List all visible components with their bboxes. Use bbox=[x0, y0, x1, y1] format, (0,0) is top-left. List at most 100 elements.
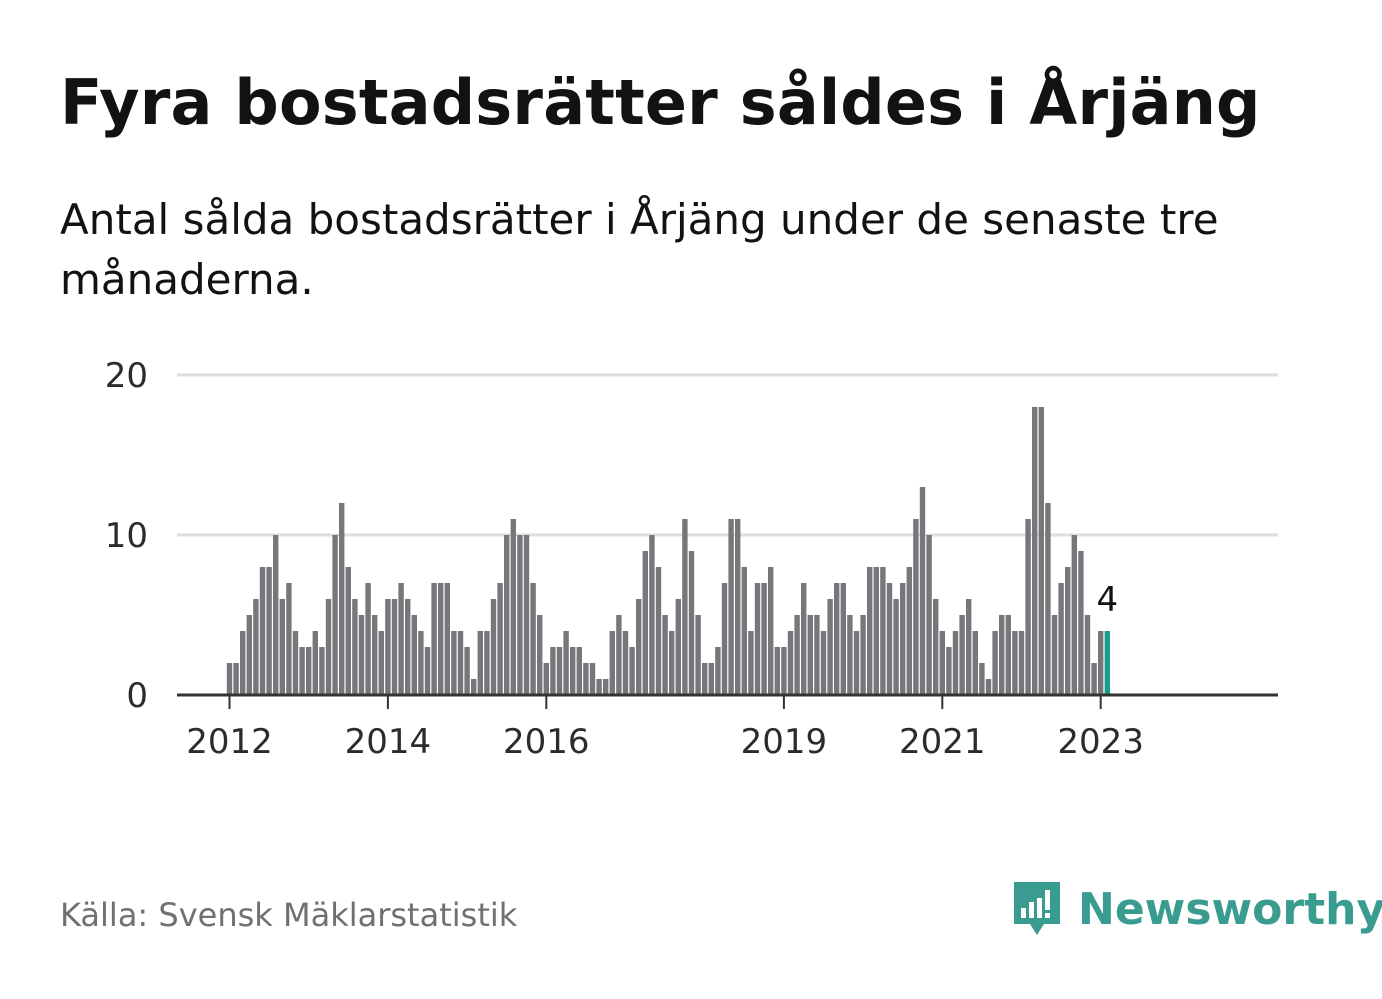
bar bbox=[768, 567, 774, 695]
bar bbox=[1098, 631, 1104, 695]
bar bbox=[622, 631, 629, 695]
bar bbox=[1084, 615, 1091, 695]
bar bbox=[636, 599, 642, 695]
bar bbox=[246, 615, 252, 695]
bar bbox=[1058, 583, 1064, 695]
chart-title: Fyra bostadsrätter såldes i Årjäng bbox=[60, 66, 1261, 139]
bar bbox=[517, 535, 523, 695]
bar bbox=[411, 615, 417, 695]
bar bbox=[345, 567, 351, 695]
bar bbox=[398, 583, 404, 695]
bar bbox=[583, 663, 589, 695]
bar bbox=[365, 583, 371, 695]
bar bbox=[1091, 663, 1097, 695]
highlighted-bar bbox=[1104, 631, 1110, 695]
bar bbox=[504, 535, 510, 695]
bar bbox=[853, 631, 860, 695]
bar bbox=[570, 647, 576, 695]
bar bbox=[880, 567, 886, 695]
bar bbox=[999, 615, 1005, 695]
bar bbox=[781, 647, 787, 695]
bar bbox=[1065, 567, 1071, 695]
bar bbox=[226, 663, 233, 695]
bar bbox=[952, 631, 959, 695]
bar bbox=[543, 663, 549, 695]
bar bbox=[939, 631, 945, 695]
bar bbox=[1018, 631, 1025, 695]
bar bbox=[992, 631, 998, 695]
bar bbox=[563, 631, 569, 695]
bar bbox=[959, 615, 965, 695]
bar bbox=[471, 679, 477, 695]
bar bbox=[735, 519, 741, 695]
bar bbox=[438, 583, 444, 695]
bar bbox=[919, 487, 926, 695]
bar bbox=[451, 631, 457, 695]
bar bbox=[431, 583, 437, 695]
bar bbox=[814, 615, 820, 695]
bar bbox=[405, 599, 411, 695]
bar bbox=[1012, 631, 1018, 695]
bar bbox=[240, 631, 246, 695]
bar bbox=[418, 631, 424, 695]
bar bbox=[933, 599, 939, 695]
bar bbox=[873, 567, 879, 695]
brand-logo: Newsworthy bbox=[1010, 878, 1382, 940]
bar bbox=[391, 599, 398, 695]
bar bbox=[629, 647, 635, 695]
bar bbox=[840, 583, 846, 695]
bar bbox=[708, 663, 714, 695]
bar bbox=[695, 615, 701, 695]
bar bbox=[1051, 615, 1058, 695]
bar bbox=[669, 631, 675, 695]
x-tick-label: 2012 bbox=[186, 722, 273, 762]
x-tick-label: 2016 bbox=[503, 722, 590, 762]
bar bbox=[319, 647, 325, 695]
bar bbox=[675, 599, 681, 695]
bar bbox=[926, 535, 932, 695]
bar bbox=[834, 583, 840, 695]
newsworthy-logo-icon bbox=[1014, 882, 1060, 935]
bar bbox=[761, 583, 767, 695]
bar bbox=[325, 599, 332, 695]
bar bbox=[424, 647, 431, 695]
bar bbox=[867, 567, 873, 695]
y-tick-label: 20 bbox=[105, 356, 148, 396]
bar bbox=[1078, 551, 1084, 695]
bar bbox=[966, 599, 972, 695]
bar bbox=[550, 647, 556, 695]
bar bbox=[616, 615, 622, 695]
bar bbox=[801, 583, 807, 695]
bar bbox=[1005, 615, 1011, 695]
bar bbox=[1045, 503, 1051, 695]
bar bbox=[1038, 407, 1044, 695]
bar bbox=[728, 519, 734, 695]
x-tick-label: 2021 bbox=[899, 722, 986, 762]
x-tick-label: 2014 bbox=[345, 722, 432, 762]
bar bbox=[510, 519, 516, 695]
bar bbox=[576, 647, 582, 695]
bar bbox=[259, 567, 266, 695]
bar bbox=[688, 551, 695, 695]
y-tick-label: 0 bbox=[126, 676, 148, 716]
bar bbox=[556, 647, 563, 695]
bar bbox=[292, 631, 299, 695]
source-note: Källa: Svensk Mäklarstatistik bbox=[60, 896, 518, 934]
bar bbox=[972, 631, 978, 695]
bar bbox=[589, 663, 596, 695]
bar bbox=[372, 615, 378, 695]
bar bbox=[332, 535, 338, 695]
bar bbox=[358, 615, 365, 695]
bar bbox=[273, 535, 279, 695]
bar bbox=[754, 583, 761, 695]
bar bbox=[609, 631, 615, 695]
bar bbox=[537, 615, 543, 695]
bar bbox=[985, 679, 992, 695]
bar bbox=[649, 535, 655, 695]
last-value-label: 4 bbox=[1096, 580, 1118, 620]
bar bbox=[233, 663, 239, 695]
bar bbox=[979, 663, 985, 695]
bar bbox=[787, 631, 794, 695]
bar bbox=[253, 599, 259, 695]
bar bbox=[893, 599, 899, 695]
